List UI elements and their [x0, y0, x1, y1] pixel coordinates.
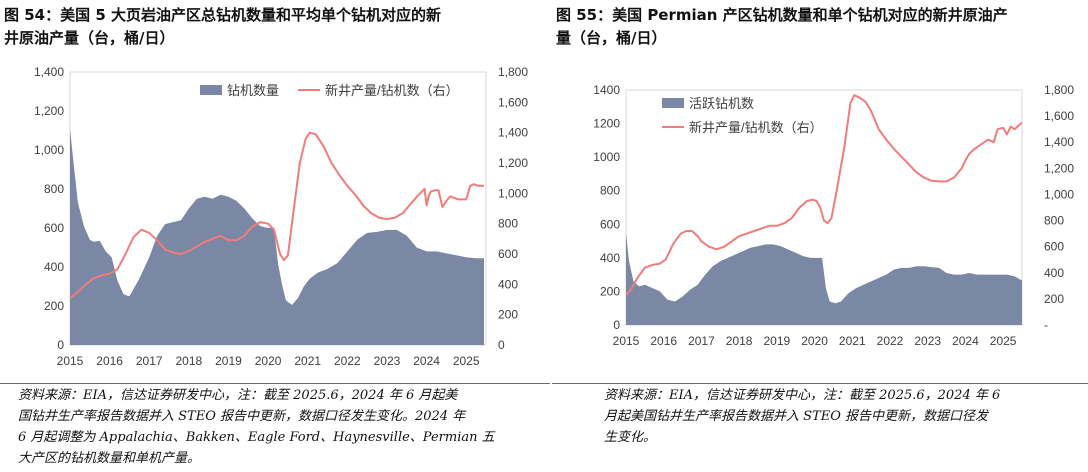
left-y-right-tick-label: 600: [498, 247, 518, 261]
left-title-line-2: 井原油产量（台，桶/日）: [4, 29, 175, 47]
left-series-area-0: [70, 128, 485, 345]
left-x-tick-label: 2022: [334, 354, 361, 368]
right-y-right-tick-label: 1,000: [1044, 187, 1074, 201]
left-y-left-tick-label: 400: [44, 260, 64, 274]
left-source-line-3: 6 月起调整为 Appalachia、Bakken、Eagle Ford、Hay…: [18, 430, 495, 445]
right-title-line-1: 图 55：美国 Permian 产区钻机数量和单个钻机对应的新井原油产: [556, 6, 1008, 24]
left-y-right-tick-label: 1,000: [498, 186, 528, 200]
left-x-tick-label: 2020: [255, 354, 282, 368]
right-y-left-tick-label: 1000: [593, 150, 620, 164]
right-source-line-3: 生变化。: [604, 430, 657, 445]
right-x-tick-label: 2015: [613, 334, 640, 348]
right-y-right-tick-label: 1,200: [1044, 161, 1074, 175]
right-y-right-tick-label: 200: [1044, 292, 1064, 306]
left-x-tick-label: 2017: [136, 354, 163, 368]
left-legend-label: 新井产量/钻机数（右）: [325, 83, 459, 98]
right-x-tick-label: 2017: [688, 334, 715, 348]
right-x-tick-label: 2021: [839, 334, 866, 348]
right-y-left-tick-label: 600: [600, 217, 620, 231]
left-source-line-1: 资料来源：EIA，信达证券研发中心，注：截至 2025.6，2024 年 6 月…: [18, 388, 458, 403]
right-x-tick-label: 2016: [650, 334, 677, 348]
right-x-tick-label: 2024: [952, 334, 979, 348]
left-source-line-2: 国钻井生产率报告数据并入 STEO 报告中更新，数据口径发生变化。2024 年: [18, 409, 466, 424]
left-source-rule: [0, 383, 550, 384]
left-y-right-tick-label: 200: [498, 308, 518, 322]
right-source-line-1: 资料来源：EIA，信达证券研发中心，注：截至 2025.6，2024 年 6: [604, 388, 1001, 403]
left-y-left-tick-label: 1,200: [34, 104, 64, 118]
left-x-tick-label: 2023: [374, 354, 401, 368]
right-y-right-tick-label: -: [1044, 318, 1048, 332]
left-y-right-tick-label: 1,200: [498, 156, 528, 170]
right-x-tick-label: 2023: [914, 334, 941, 348]
right-legend-label: 新井产量/钻机数（右）: [689, 120, 823, 135]
right-x-tick-label: 2018: [726, 334, 753, 348]
right-legend-swatch-area: [662, 98, 684, 108]
left-x-tick-label: 2018: [176, 354, 203, 368]
right-y-left-tick-label: 400: [600, 251, 620, 265]
left-chart: 0 200 400 600 800 1,000 1,200 1,400 0 200 400 600 80…: [34, 65, 528, 368]
left-y-right-tick-label: 0: [498, 338, 505, 352]
left-x-tick-label: 2019: [215, 354, 242, 368]
right-series-area-0: [626, 232, 1022, 325]
right-y-right-tick-label: 800: [1044, 214, 1064, 228]
left-y-right-tick-label: 400: [498, 277, 518, 291]
left-title-line-1: 图 54：美国 5 大页岩油产区总钻机数量和平均单个钻机对应的新: [4, 6, 441, 24]
right-y-right-tick-label: 1,800: [1044, 83, 1074, 97]
right-y-right-tick-label: 1,400: [1044, 135, 1074, 149]
right-x-tick-label: 2019: [764, 334, 791, 348]
left-x-tick-label: 2025: [453, 354, 480, 368]
right-source-rule: [552, 383, 1088, 384]
left-legend-label: 钻机数量: [227, 83, 279, 98]
right-y-right-tick-label: 1,600: [1044, 109, 1074, 123]
left-y-left-tick-label: 600: [44, 221, 64, 235]
left-legend-swatch-area: [200, 85, 222, 95]
left-y-right-tick-label: 800: [498, 217, 518, 231]
right-y-left-tick-label: 800: [600, 184, 620, 198]
right-source-note: 资料来源：EIA，信达证券研发中心，注：截至 2025.6，2024 年 6 月…: [604, 385, 1084, 448]
right-x-tick-label: 2022: [877, 334, 904, 348]
left-y-right-tick-label: 1,600: [498, 95, 528, 109]
left-y-left-tick-label: 200: [44, 299, 64, 313]
left-source-line-4: 大产区的钻机数量和单机产量。: [18, 451, 201, 466]
right-title-line-2: 量（台，桶/日）: [556, 29, 667, 47]
left-x-tick-label: 2024: [413, 354, 440, 368]
right-source-line-2: 月起美国钻井生产率报告数据并入 STEO 报告中更新，数据口径发: [604, 409, 988, 424]
right-y-right-tick-label: 400: [1044, 266, 1064, 280]
left-source-note: 资料来源：EIA，信达证券研发中心，注：截至 2025.6，2024 年 6 月…: [18, 385, 550, 469]
left-y-left-tick-label: 0: [57, 338, 64, 352]
right-figure-title: 图 55：美国 Permian 产区钻机数量和单个钻机对应的新井原油产 量（台，…: [556, 4, 1008, 50]
right-chart: 0 200 400 600 800 1000 1200 1400 - 200 400 600 800 1,…: [593, 83, 1074, 348]
right-y-left-tick-label: 1200: [593, 117, 620, 131]
right-legend-label: 活跃钻机数: [689, 96, 754, 111]
left-x-tick-label: 2015: [57, 354, 84, 368]
right-y-left-tick-label: 200: [600, 284, 620, 298]
right-x-tick-label: 2020: [801, 334, 828, 348]
left-series-line-1: [69, 131, 484, 299]
left-y-right-tick-label: 1,800: [498, 65, 528, 79]
right-y-left-tick-label: 1400: [593, 83, 620, 97]
left-y-left-tick-label: 1,000: [34, 143, 64, 157]
right-y-left-tick-label: 0: [613, 318, 620, 332]
left-x-tick-label: 2021: [294, 354, 321, 368]
left-x-tick-label: 2016: [96, 354, 123, 368]
left-y-left-tick-label: 800: [44, 182, 64, 196]
right-x-tick-label: 2025: [990, 334, 1017, 348]
right-series-line-1: [625, 94, 1023, 296]
right-y-right-tick-label: 600: [1044, 240, 1064, 254]
left-y-left-tick-label: 1,400: [34, 65, 64, 79]
left-figure-title: 图 54：美国 5 大页岩油产区总钻机数量和平均单个钻机对应的新 井原油产量（台…: [4, 4, 441, 50]
left-y-right-tick-label: 1,400: [498, 126, 528, 140]
